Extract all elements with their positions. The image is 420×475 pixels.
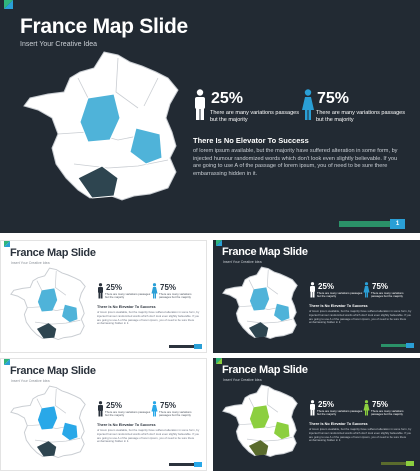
region-center <box>79 93 121 143</box>
ribbon-blue <box>4 359 10 365</box>
page-tab <box>194 344 202 349</box>
female-stat-text: There are many variations passages but t… <box>159 410 192 418</box>
female-icon <box>151 283 158 299</box>
male-percent: 25% <box>318 400 335 409</box>
footer-bar <box>339 221 390 227</box>
france-map <box>222 384 298 458</box>
thumb-title: France Map Slide <box>10 365 96 377</box>
section-heading: There Is No Elevator To Success <box>97 305 156 309</box>
page-tab <box>406 461 414 466</box>
ribbon-blue <box>216 358 222 364</box>
female-stat-text: There are many variations passages but t… <box>371 291 404 299</box>
france-map <box>23 51 179 201</box>
thumb-subtitle: Insert Your Creative Idea <box>11 379 50 383</box>
male-percent: 25% <box>106 283 123 292</box>
male-icon <box>310 400 315 416</box>
footer-bar <box>169 345 194 348</box>
thumb-title: France Map Slide <box>10 247 96 259</box>
thumb-title: France Map Slide <box>222 246 308 258</box>
female-icon <box>363 282 370 298</box>
footer-bar <box>169 463 194 466</box>
section-body: of lorem ipsum available, but the majori… <box>193 148 398 177</box>
france-map <box>222 266 298 340</box>
region-east <box>129 127 163 165</box>
section-body: of lorem ipsum available, but the majori… <box>97 310 200 326</box>
male-stat-text: There are many variations passages but t… <box>317 409 363 417</box>
female-percent: 75% <box>372 282 389 291</box>
male-icon <box>310 282 315 298</box>
male-stat-text: There are many variations passages but t… <box>105 292 151 300</box>
thumb-subtitle: Insert Your Creative Idea <box>223 260 262 264</box>
male-stat-text: There are many variations passages but t… <box>210 110 299 123</box>
region-south <box>77 165 119 199</box>
thumbnail-light-blue: France Map Slide Insert Your Creative Id… <box>0 240 207 353</box>
female-stat-text: There are many variations passages but t… <box>316 110 405 123</box>
footer-bar <box>381 462 406 465</box>
thumbnail-dark-green: France Map Slide Insert Your Creative Id… <box>213 358 420 471</box>
section-body: of lorem ipsum available, but the majori… <box>309 309 412 325</box>
male-percent: 25% <box>106 401 123 410</box>
ribbon-blue <box>4 241 10 247</box>
page-number: 1 <box>395 221 400 227</box>
male-icon <box>195 89 205 120</box>
male-icon <box>98 401 103 417</box>
page-tab <box>390 219 405 229</box>
female-icon <box>363 400 370 416</box>
thumb-subtitle: Insert Your Creative Idea <box>11 261 50 265</box>
section-heading: There Is No Elevator To Success <box>97 423 156 427</box>
section-heading: There Is No Elevator To Success <box>193 136 309 145</box>
female-percent: 75% <box>317 90 350 107</box>
france-map <box>10 385 86 459</box>
female-icon <box>151 401 158 417</box>
thumb-title: France Map Slide <box>222 364 308 376</box>
page-tab <box>406 343 414 348</box>
male-percent: 25% <box>318 282 335 291</box>
male-stat-text: There are many variations passages but t… <box>317 291 363 299</box>
male-icon <box>98 283 103 299</box>
female-percent: 75% <box>160 401 177 410</box>
footer-bar <box>381 344 406 347</box>
male-stat-text: There are many variations passages but t… <box>105 410 151 418</box>
male-percent: 25% <box>211 90 244 107</box>
main-slide: France Map Slide Insert Your Creative Id… <box>0 0 420 233</box>
france-map <box>10 267 86 341</box>
page-tab <box>194 462 202 467</box>
section-heading: There Is No Elevator To Success <box>309 304 368 308</box>
female-percent: 75% <box>160 283 177 292</box>
thumbnail-dark-blue: France Map Slide Insert Your Creative Id… <box>213 240 420 353</box>
section-heading: There Is No Elevator To Success <box>309 422 368 426</box>
thumbnail-light-bright: France Map Slide Insert Your Creative Id… <box>0 358 207 471</box>
ribbon-blue <box>4 0 13 9</box>
section-body: of lorem ipsum available, but the majori… <box>97 428 200 444</box>
section-body: of lorem ipsum available, but the majori… <box>309 427 412 443</box>
thumb-subtitle: Insert Your Creative Idea <box>223 378 262 382</box>
slide-title: France Map Slide <box>20 15 188 38</box>
slide-subtitle: Insert Your Creative Idea <box>20 41 98 48</box>
female-stat-text: There are many variations passages but t… <box>371 409 404 417</box>
female-stat-text: There are many variations passages but t… <box>159 292 192 300</box>
ribbon-blue <box>216 240 222 246</box>
female-icon <box>302 89 314 120</box>
female-percent: 75% <box>372 400 389 409</box>
